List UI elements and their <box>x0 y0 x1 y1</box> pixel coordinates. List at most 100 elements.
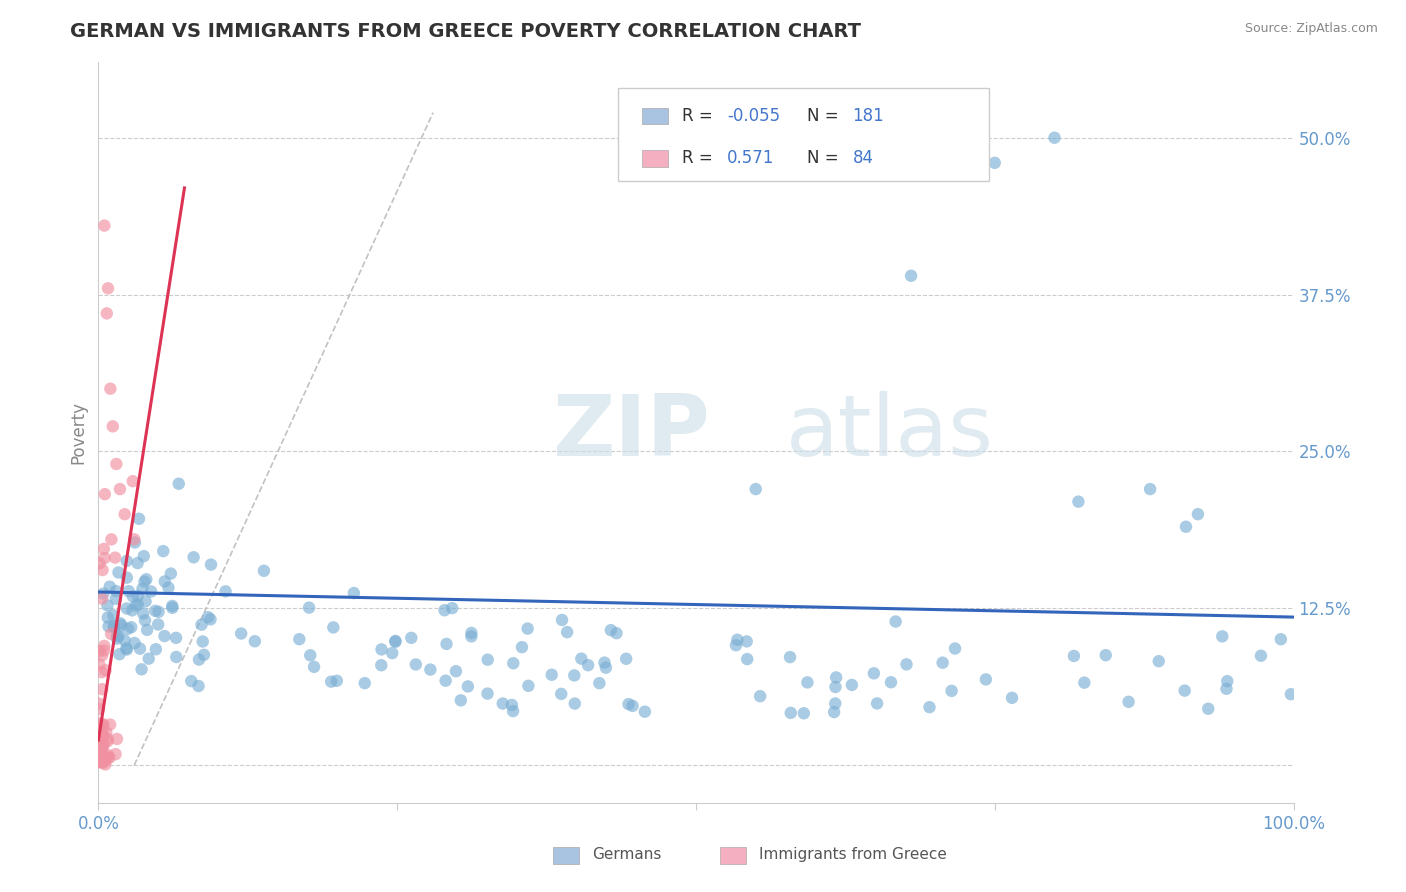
Point <box>118 584 141 599</box>
Point <box>588 676 610 690</box>
Point <box>477 687 499 701</box>
Point <box>621 698 644 713</box>
Point <box>745 482 768 496</box>
Point <box>141 584 163 599</box>
Text: ZIP: ZIP <box>553 391 710 475</box>
FancyBboxPatch shape <box>619 88 988 181</box>
Point <box>90 728 112 742</box>
Point <box>501 698 523 712</box>
Text: N =: N = <box>807 150 844 168</box>
Point <box>457 680 479 694</box>
Point <box>502 657 524 671</box>
Point <box>124 533 146 547</box>
Point <box>288 632 311 647</box>
Point <box>540 667 562 681</box>
Point <box>89 752 111 766</box>
Point <box>1094 648 1116 662</box>
Point <box>188 652 211 666</box>
Point <box>896 657 918 672</box>
Point <box>599 623 621 637</box>
Point <box>90 739 112 753</box>
Text: R =: R = <box>682 107 717 125</box>
Point <box>87 746 110 760</box>
Point <box>353 676 375 690</box>
Point <box>89 657 111 672</box>
Point <box>132 549 155 564</box>
Point <box>89 754 111 768</box>
Point <box>129 641 152 656</box>
Point <box>460 626 482 640</box>
Point <box>114 633 136 648</box>
Point <box>97 610 120 624</box>
Point <box>617 697 640 711</box>
Point <box>93 639 115 653</box>
Point <box>108 616 131 631</box>
Point <box>136 623 159 637</box>
Point <box>91 730 114 744</box>
Point <box>162 600 184 615</box>
Point <box>103 619 125 633</box>
Point <box>1139 482 1161 496</box>
Point <box>107 566 129 580</box>
Point <box>93 752 115 766</box>
Point <box>105 632 128 646</box>
Point <box>1216 674 1239 689</box>
Point <box>90 755 112 769</box>
Point <box>157 581 180 595</box>
Point <box>104 584 127 599</box>
Point <box>370 642 392 657</box>
Text: 181: 181 <box>852 107 884 125</box>
Point <box>419 663 441 677</box>
Point <box>153 574 176 589</box>
Point <box>517 679 540 693</box>
Point <box>502 704 524 718</box>
Point <box>90 728 112 742</box>
Point <box>866 697 889 711</box>
Point <box>93 551 115 566</box>
Point <box>90 735 112 749</box>
Point <box>96 734 118 748</box>
Point <box>551 613 574 627</box>
Point <box>153 629 176 643</box>
Point <box>253 564 276 578</box>
Point <box>115 642 138 657</box>
Point <box>343 586 366 600</box>
Point <box>1063 648 1085 663</box>
Point <box>593 656 616 670</box>
Point <box>165 650 187 665</box>
Bar <box>720 847 747 863</box>
Point <box>943 641 966 656</box>
Point <box>90 733 112 747</box>
Point <box>104 591 127 606</box>
Point <box>114 507 136 521</box>
Text: 84: 84 <box>852 150 873 168</box>
Point <box>104 747 127 761</box>
Point <box>941 683 963 698</box>
Point <box>105 457 128 471</box>
Point <box>89 739 111 754</box>
Point <box>87 729 110 743</box>
Point <box>98 750 121 764</box>
Point <box>143 604 166 618</box>
Point <box>550 687 572 701</box>
Point <box>146 617 169 632</box>
Point <box>98 580 121 594</box>
Point <box>187 679 209 693</box>
Point <box>725 632 748 647</box>
Point <box>614 652 637 666</box>
Point <box>105 628 128 642</box>
Point <box>96 750 118 764</box>
Point <box>127 598 149 612</box>
Point <box>434 673 457 688</box>
Point <box>779 650 801 665</box>
Point <box>115 601 138 615</box>
Point <box>97 732 120 747</box>
Point <box>321 674 343 689</box>
Point <box>148 605 170 619</box>
Point <box>824 680 846 694</box>
Point <box>134 574 156 589</box>
Point <box>89 752 111 766</box>
Point <box>132 607 155 621</box>
Point <box>595 661 617 675</box>
Point <box>1215 681 1237 696</box>
